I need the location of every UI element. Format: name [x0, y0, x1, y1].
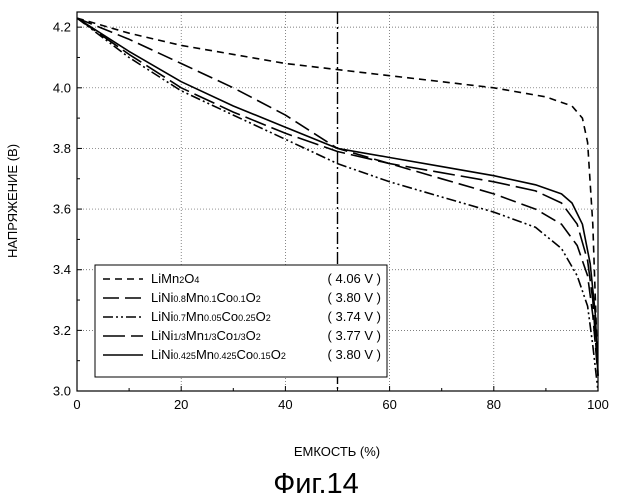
y-tick-label: 4.0	[53, 80, 71, 95]
figure-caption: Фиг.14	[273, 468, 359, 500]
y-tick-label: 3.4	[53, 262, 71, 277]
x-tick-label: 20	[174, 397, 188, 412]
legend: LiMn2O4( 4.06 V )LiNi0.8Mn0.1Co0.1O2( 3.…	[95, 265, 387, 377]
legend-value-label: ( 3.74 V )	[328, 309, 381, 324]
y-tick-label: 3.2	[53, 323, 71, 338]
legend-value-label: ( 4.06 V )	[328, 271, 381, 286]
y-tick-label: 4.2	[53, 20, 71, 35]
y-tick-label: 3.0	[53, 384, 71, 399]
x-tick-label: 100	[587, 397, 609, 412]
y-tick-label: 3.6	[53, 202, 71, 217]
x-axis-label: ЕМКОСТЬ (%)	[294, 444, 380, 459]
x-tick-labels: 0 20 40 60 80 100	[73, 397, 608, 412]
legend-value-label: ( 3.80 V )	[328, 290, 381, 305]
y-axis-label: НАПРЯЖЕНИЕ (В)	[5, 144, 20, 258]
y-tick-labels: 3.0 3.2 3.4 3.6 3.8 4.0 4.2	[53, 20, 71, 399]
x-tick-label: 40	[278, 397, 292, 412]
x-tick-label: 60	[382, 397, 396, 412]
legend-value-label: ( 3.77 V )	[328, 328, 381, 343]
x-tick-label: 80	[487, 397, 501, 412]
y-tick-label: 3.8	[53, 141, 71, 156]
legend-value-label: ( 3.80 V )	[328, 347, 381, 362]
x-tick-label: 0	[73, 397, 80, 412]
legend-label: LiMn2O4	[151, 271, 199, 286]
